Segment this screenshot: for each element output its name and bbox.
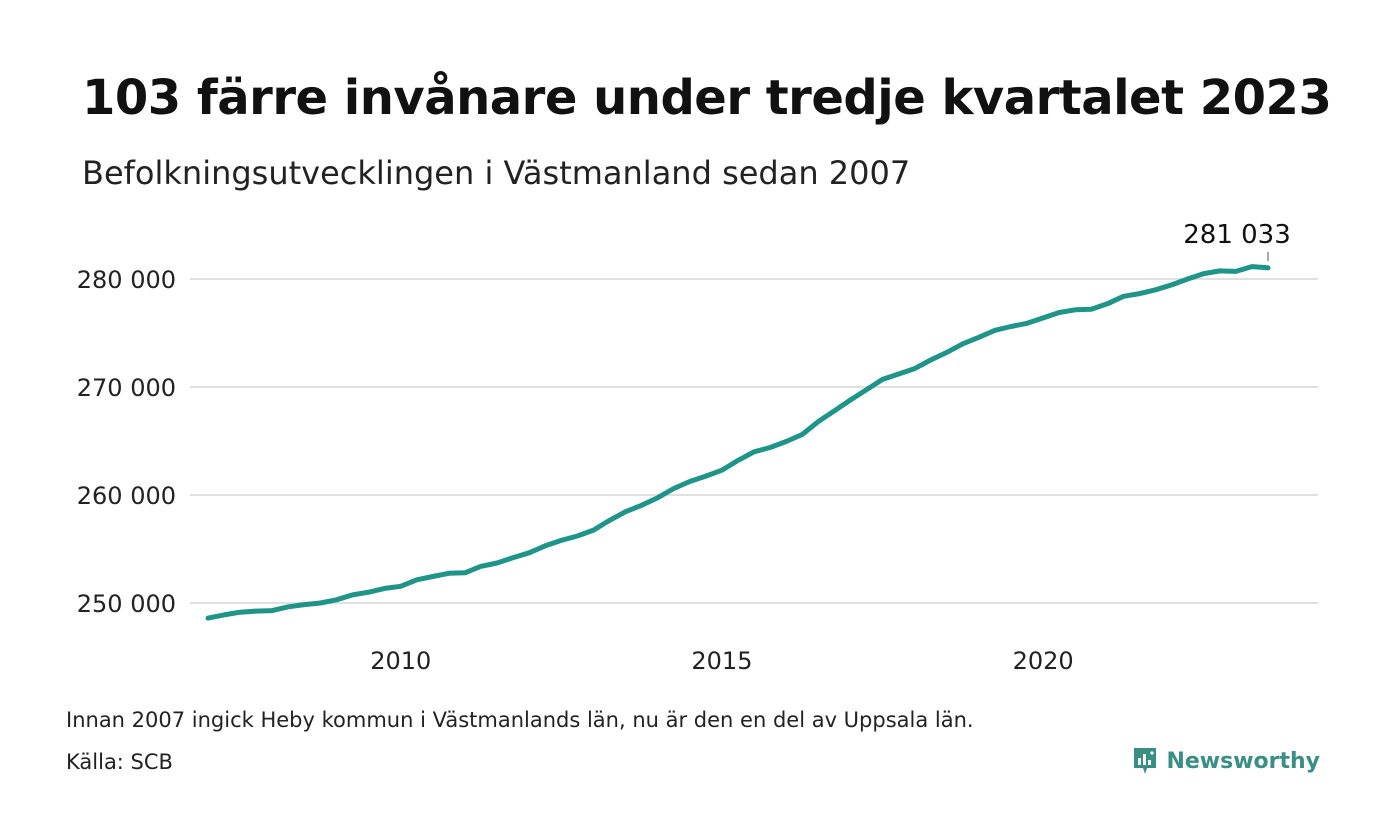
population-line (205, 264, 1271, 621)
x-tick-label: 2020 (1013, 647, 1074, 675)
end-value-label: 281 033 (1183, 220, 1291, 250)
x-tick-label: 2015 (691, 647, 752, 675)
y-tick-label: 260 000 (77, 482, 176, 510)
y-tick-label: 250 000 (77, 590, 176, 618)
x-tick-label: 2010 (370, 647, 431, 675)
bar-chart-speech-bubble-icon (1134, 748, 1157, 774)
brand-name: Newsworthy (1166, 748, 1320, 774)
chart-subtitle: Befolkningsutvecklingen i Västmanland se… (82, 154, 911, 192)
chart-title: 103 färre invånare under tredje kvartale… (82, 70, 1332, 126)
gridlines (190, 278, 1318, 604)
brand-logo[interactable]: Newsworthy (1132, 746, 1320, 776)
y-tick-label: 280 000 (77, 266, 176, 294)
line-chart: 250 000 260 000 270 000 280 000 2010 2015 202… (77, 220, 1318, 675)
x-axis-ticks: 2010 2015 2020 (370, 647, 1074, 675)
footnote: Innan 2007 ingick Heby kommun i Västmanl… (66, 708, 974, 732)
source-label: Källa: SCB (66, 750, 173, 774)
y-axis-ticks: 250 000 260 000 270 000 280 000 (77, 266, 176, 618)
y-tick-label: 270 000 (77, 374, 176, 402)
